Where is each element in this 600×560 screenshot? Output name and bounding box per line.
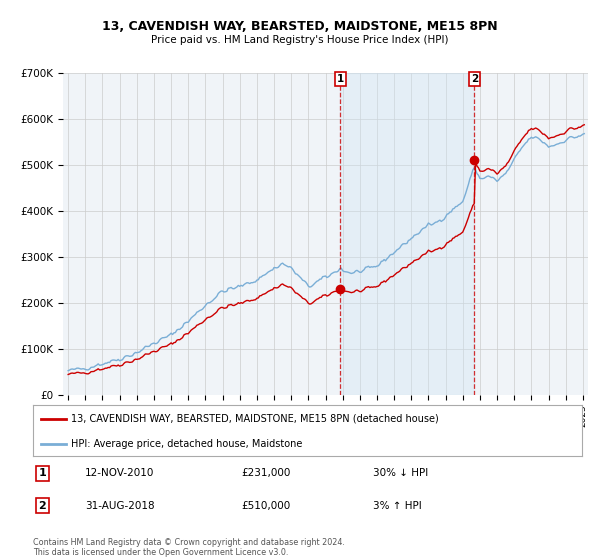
- Bar: [340, 73, 474, 395]
- Text: 1: 1: [38, 468, 46, 478]
- Text: 2: 2: [38, 501, 46, 511]
- Text: 2: 2: [470, 74, 478, 85]
- Text: £510,000: £510,000: [242, 501, 291, 511]
- Text: Price paid vs. HM Land Registry's House Price Index (HPI): Price paid vs. HM Land Registry's House …: [151, 35, 449, 45]
- Text: Contains HM Land Registry data © Crown copyright and database right 2024.
This d: Contains HM Land Registry data © Crown c…: [33, 538, 345, 557]
- Text: 12-NOV-2010: 12-NOV-2010: [85, 468, 155, 478]
- Text: 13, CAVENDISH WAY, BEARSTED, MAIDSTONE, ME15 8PN (detached house): 13, CAVENDISH WAY, BEARSTED, MAIDSTONE, …: [71, 414, 439, 424]
- Text: HPI: Average price, detached house, Maidstone: HPI: Average price, detached house, Maid…: [71, 438, 303, 449]
- Text: 30% ↓ HPI: 30% ↓ HPI: [373, 468, 428, 478]
- Text: 13, CAVENDISH WAY, BEARSTED, MAIDSTONE, ME15 8PN: 13, CAVENDISH WAY, BEARSTED, MAIDSTONE, …: [102, 20, 498, 32]
- Text: 3% ↑ HPI: 3% ↑ HPI: [373, 501, 422, 511]
- Text: £231,000: £231,000: [242, 468, 291, 478]
- Text: 31-AUG-2018: 31-AUG-2018: [85, 501, 155, 511]
- Text: 1: 1: [337, 74, 344, 85]
